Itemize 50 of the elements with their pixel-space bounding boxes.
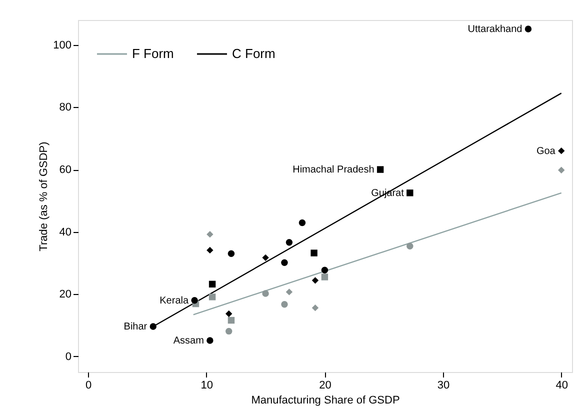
y-tick-label: 0 xyxy=(65,350,72,363)
y-tick-label: 20 xyxy=(59,288,72,301)
y-tick-label: 100 xyxy=(53,39,72,52)
point xyxy=(406,190,414,196)
point xyxy=(321,274,328,280)
point xyxy=(558,166,565,174)
x-tick-label: 0 xyxy=(85,380,92,392)
point xyxy=(228,316,235,324)
point xyxy=(281,301,288,308)
x-tick-label: 10 xyxy=(200,380,214,392)
legend-label: C Form xyxy=(232,46,276,61)
point xyxy=(226,328,232,335)
point xyxy=(228,250,235,257)
point xyxy=(208,294,216,300)
point xyxy=(286,288,293,296)
annotation: Assam xyxy=(173,336,204,347)
point xyxy=(321,266,328,274)
point xyxy=(286,239,293,246)
point xyxy=(226,310,232,318)
point xyxy=(298,219,306,226)
point xyxy=(191,297,198,304)
annotation: Uttarakhand xyxy=(468,24,522,36)
point xyxy=(312,277,319,284)
point xyxy=(206,230,214,238)
point xyxy=(524,26,532,32)
point xyxy=(262,254,269,262)
legend-label: F Form xyxy=(132,46,174,61)
x-tick-label: 20 xyxy=(319,380,332,392)
point xyxy=(406,242,414,250)
x-tick-label: 30 xyxy=(437,380,450,392)
y-axis-title: Trade (as % of GSDP) xyxy=(38,142,50,252)
point xyxy=(150,323,156,330)
annotation: Himachal Pradesh xyxy=(292,164,374,176)
y-tick-label: 40 xyxy=(59,226,72,238)
point xyxy=(208,280,216,288)
y-tick-label: 60 xyxy=(59,164,72,176)
y-tick-label: 80 xyxy=(59,102,72,114)
annotation: Kerala xyxy=(160,295,189,306)
point xyxy=(312,304,319,312)
point xyxy=(310,250,318,256)
point xyxy=(206,337,214,344)
point xyxy=(262,290,269,297)
annotation: Goa xyxy=(536,146,556,157)
annotation: Bihar xyxy=(124,322,148,333)
point xyxy=(206,246,214,254)
point xyxy=(376,166,384,173)
point xyxy=(281,259,288,266)
point xyxy=(558,147,565,154)
x-tick-label: 40 xyxy=(556,380,568,392)
x-axis-title: Manufacturing Share of GSDP xyxy=(251,394,400,406)
